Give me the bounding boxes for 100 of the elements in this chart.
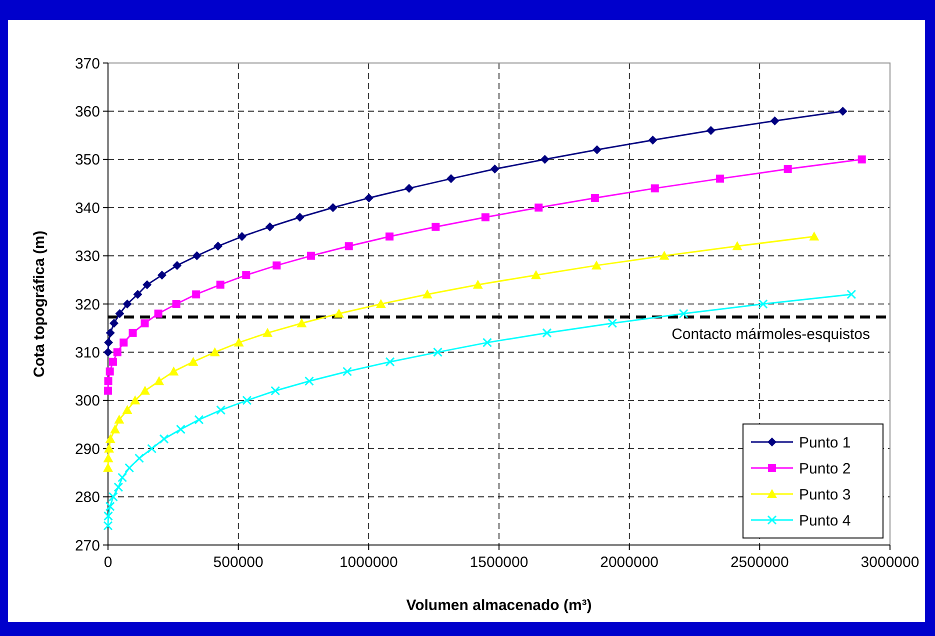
point	[716, 174, 724, 183]
y-tick-label: 300	[74, 392, 100, 410]
y-tick-label: 270	[74, 537, 100, 554]
point	[334, 308, 344, 318]
x-tick-label: 2000000	[600, 554, 659, 571]
point	[234, 338, 244, 347]
x-tick-label: 1500000	[470, 554, 528, 571]
point	[706, 126, 716, 135]
point	[103, 453, 114, 462]
point	[103, 462, 113, 472]
point	[188, 356, 198, 366]
point	[103, 520, 113, 530]
point	[122, 300, 132, 308]
point	[105, 502, 115, 512]
point	[481, 213, 490, 222]
point	[432, 222, 440, 231]
point	[242, 271, 250, 280]
point	[472, 280, 483, 289]
point	[404, 184, 414, 193]
point	[122, 405, 132, 414]
point	[110, 424, 120, 434]
point	[104, 348, 112, 357]
point	[590, 194, 599, 202]
point	[376, 299, 386, 308]
point	[154, 310, 162, 318]
point	[142, 280, 152, 290]
point	[159, 434, 169, 444]
point	[784, 165, 792, 174]
point	[608, 318, 618, 328]
x-tick-label: 2500000	[730, 554, 789, 571]
point	[104, 511, 114, 521]
point	[214, 242, 222, 251]
point	[104, 386, 112, 395]
point	[128, 328, 137, 337]
point	[490, 164, 500, 174]
point	[242, 396, 252, 406]
point	[809, 232, 820, 241]
point	[858, 155, 866, 164]
point	[650, 184, 659, 192]
y-tick-label: 320	[74, 296, 100, 314]
point	[758, 299, 768, 309]
point	[147, 444, 157, 454]
point	[192, 290, 200, 298]
point	[210, 347, 220, 356]
point	[482, 338, 492, 348]
point	[386, 232, 394, 241]
point	[265, 222, 274, 232]
point	[432, 347, 442, 357]
point	[154, 376, 164, 386]
legend-label: Punto 1	[799, 434, 851, 452]
point	[105, 434, 116, 443]
point	[296, 318, 307, 328]
point	[272, 261, 281, 270]
point	[133, 290, 142, 299]
point	[118, 472, 128, 482]
point	[344, 242, 353, 250]
point	[385, 357, 395, 367]
point	[216, 405, 226, 415]
y-tick-label: 310	[74, 344, 100, 362]
y-tick-label: 350	[74, 152, 100, 169]
point	[104, 338, 114, 348]
y-tick-label: 340	[74, 200, 100, 217]
point	[114, 482, 124, 492]
point	[540, 154, 550, 164]
legend-label: Punto 4	[799, 512, 851, 530]
point	[770, 116, 780, 126]
point	[262, 328, 273, 337]
point	[108, 492, 118, 502]
point	[216, 280, 224, 289]
x-axis-title: Volumen almacenado (m³)	[406, 597, 592, 614]
point	[172, 260, 182, 270]
point	[591, 260, 602, 270]
x-tick-label: 0	[104, 554, 112, 571]
point	[106, 367, 114, 376]
point	[648, 136, 658, 145]
point	[678, 308, 688, 318]
point	[846, 290, 856, 300]
point	[130, 395, 140, 404]
point	[364, 193, 374, 202]
y-axis-title: Cota topográfica (m)	[31, 230, 48, 378]
point	[592, 145, 602, 154]
y-tick-label: 370	[74, 55, 100, 72]
point	[295, 212, 304, 222]
point	[106, 328, 115, 338]
x-tick-label: 3000000	[860, 554, 920, 571]
point	[104, 444, 114, 453]
y-tick-label: 280	[74, 489, 100, 506]
y-tick-label: 330	[74, 248, 100, 266]
point	[140, 319, 149, 328]
point	[115, 309, 124, 318]
point	[157, 270, 166, 280]
legend-label: Punto 3	[799, 486, 851, 504]
point	[838, 106, 848, 116]
point	[531, 270, 542, 280]
point	[114, 414, 124, 424]
point	[446, 174, 456, 184]
point	[134, 453, 144, 463]
point	[104, 377, 112, 386]
point	[237, 232, 246, 242]
point	[140, 386, 150, 395]
